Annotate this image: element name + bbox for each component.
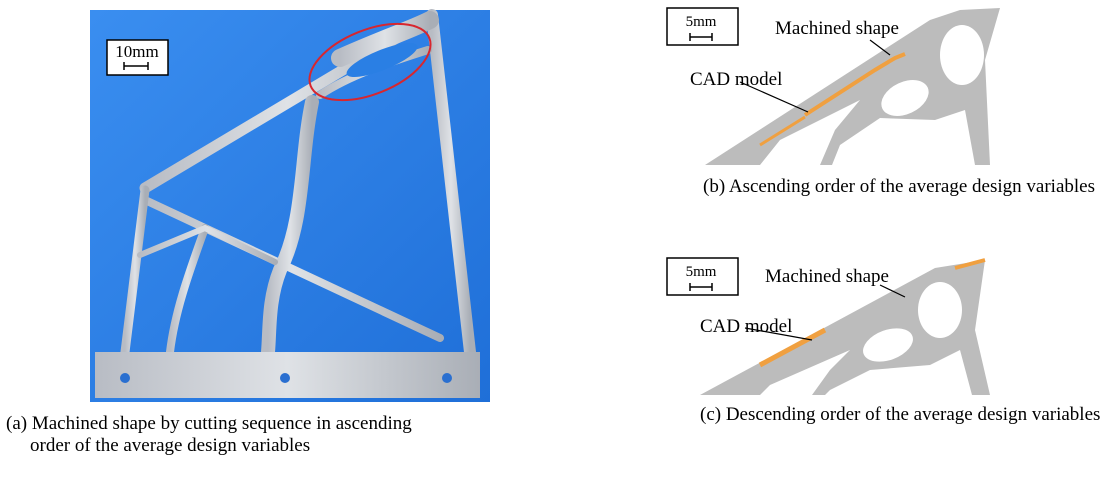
caption-b: (b) Ascending order of the average desig… [703,176,1095,198]
machined-label: Machined shape [775,18,899,39]
photo-c: 5mm Machined shape CAD model [667,258,990,395]
caption-a-line1: (a) Machined shape by cutting sequence i… [6,413,412,435]
scale-label: 10mm [115,42,158,61]
scale-label: 5mm [686,14,717,30]
machined-label: Machined shape [765,266,889,287]
caption-a-line2: order of the average design variables [30,435,310,457]
figure: 10mm 5mm Machined shape CAD model 5mm Ma… [0,0,1102,484]
cad-label: CAD model [700,316,792,337]
caption-c: (c) Descending order of the average desi… [700,404,1100,426]
photo-b: 5mm Machined shape CAD model [667,8,1000,165]
photo-a: 10mm [90,8,490,402]
scale-label: 5mm [686,264,717,280]
cad-label: CAD model [690,69,782,90]
